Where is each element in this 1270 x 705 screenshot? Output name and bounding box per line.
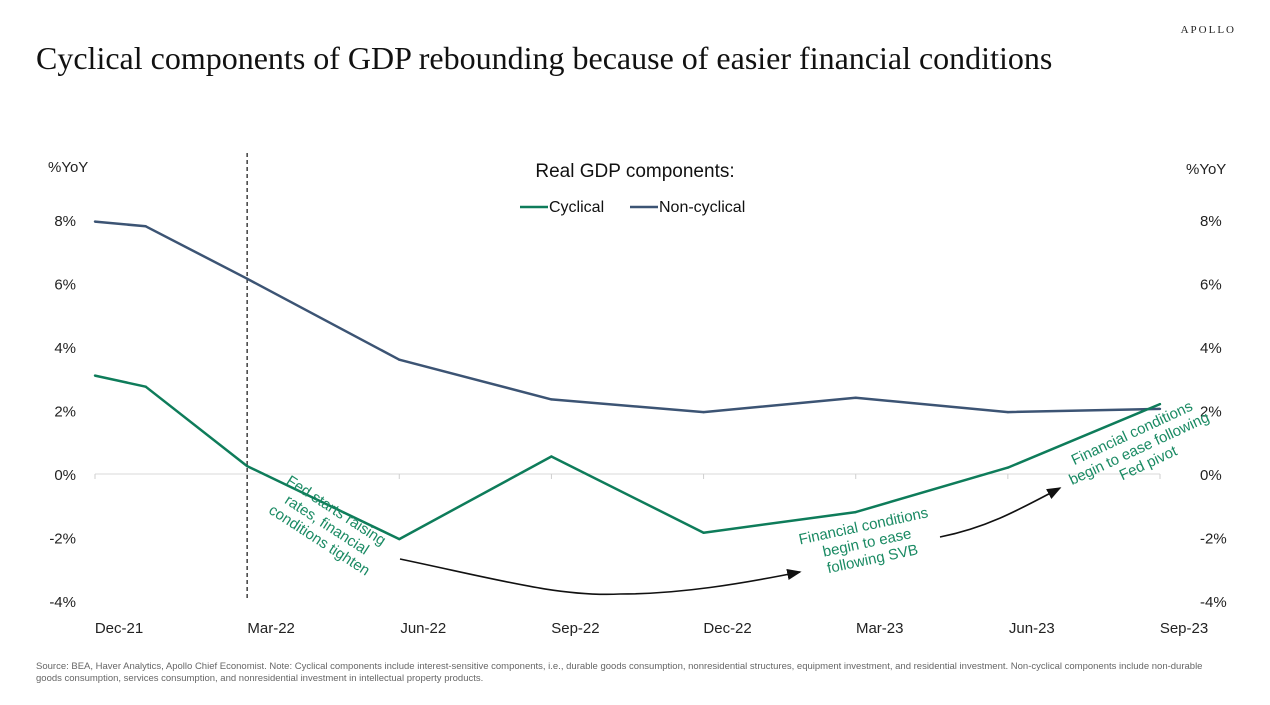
x-axis-ticks [94,474,1161,479]
data-point-cyclical [398,537,401,541]
annotation-arrow-pivot [939,487,1062,538]
y-tick-left-label: 8% [54,213,76,230]
data-point-cyclical [93,374,97,377]
data-point-non-cyclical [1006,410,1010,414]
y-axis-right-label: %YoY [1186,161,1226,178]
x-tick-label: Mar-23 [856,620,904,637]
y-tick-left-label: 4% [54,340,76,357]
x-tick-label: Dec-22 [703,620,751,637]
x-tick-label: Jun-22 [400,620,446,637]
y-tick-right-label: 0% [1200,467,1222,484]
y-axis-left: -4% -2% 0% 2% 4% 6% 8% [49,213,76,611]
x-tick-label: Sep-23 [1160,620,1208,637]
x-tick-label: Dec-21 [95,620,143,637]
data-point-non-cyclical [854,396,857,399]
data-point-cyclical [702,531,705,534]
x-axis: Dec-21 Mar-22 Jun-22 Sep-22 Dec-22 Mar-23 Jun-… [95,620,1208,637]
y-tick-left-label: 6% [54,277,76,294]
data-point-cyclical [1006,466,1010,469]
data-point-non-cyclical [550,398,553,401]
data-point-non-cyclical [93,220,97,223]
y-tick-right-label: 6% [1200,277,1222,294]
x-tick-label: Sep-22 [551,620,599,637]
data-point-non-cyclical [144,225,147,228]
y-tick-left-label: 0% [54,467,76,484]
series-line-non-cyclical [94,220,1161,414]
data-point-cyclical [1158,402,1162,406]
legend-title: Real GDP components: [535,161,734,182]
data-point-non-cyclical [398,358,401,361]
data-point-non-cyclical [1158,407,1162,411]
y-tick-left-label: 2% [54,404,76,421]
data-point-non-cyclical [245,277,249,280]
x-tick-label: Mar-22 [247,620,295,637]
annotation-arrow-svb [399,558,802,596]
y-tick-left-label: -2% [49,531,76,548]
y-tick-right-label: 8% [1200,213,1222,230]
series-line-cyclical [94,374,1161,541]
data-point-cyclical [245,464,249,468]
data-point-cyclical [854,510,857,514]
annotation-svb-easing: Financial conditions begin to ease follo… [797,504,941,582]
legend-label-non-cyclical: Non-cyclical [659,199,745,216]
data-point-cyclical [144,385,147,388]
data-point-non-cyclical [702,410,705,414]
brand-logo: APOLLO [1180,24,1236,36]
y-tick-right-label: 2% [1200,404,1222,421]
y-axis-right: -4% -2% 0% 2% 4% 6% 8% [1200,213,1227,611]
data-points [93,220,1162,541]
data-point-cyclical [550,455,553,458]
chart-title: Cyclical components of GDP rebounding be… [36,40,1053,76]
annotation-fed-hikes: Fed starts raising rates, financial cond… [265,472,393,580]
x-tick-label: Jun-23 [1009,620,1055,637]
y-tick-right-label: -2% [1200,531,1227,548]
y-axis-left-label: %YoY [48,159,88,176]
y-tick-left-label: -4% [49,594,76,611]
y-tick-right-label: 4% [1200,340,1222,357]
legend-label-cyclical: Cyclical [549,199,604,216]
y-tick-right-label: -4% [1200,594,1227,611]
source-note: Source: BEA, Haver Analytics, Apollo Chi… [36,661,1203,684]
